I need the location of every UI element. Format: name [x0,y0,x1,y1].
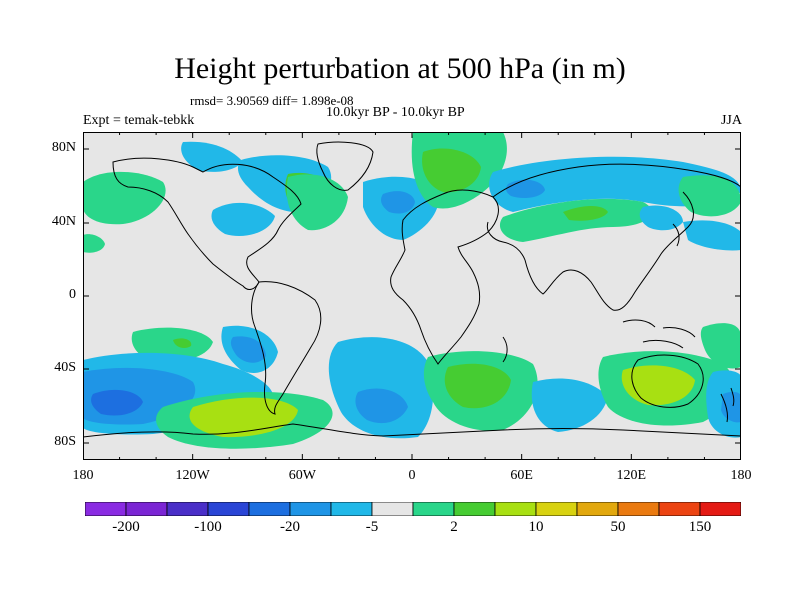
colorbar-box [371,502,414,516]
map-ticks [83,132,741,460]
anomaly-west-pacific-blue [683,220,741,251]
colorbar-label: -200 [112,519,140,535]
coastline-greenland [316,141,374,191]
colorbar-box [453,502,496,516]
coastline-madagascar [502,336,508,363]
anomaly-s-pacific-green-core [173,338,192,348]
lat-label: 80S [54,434,76,449]
colorbar-label: -100 [194,519,222,535]
colorbar-label: 2 [450,519,458,535]
lon-label: 60W [288,468,316,483]
lon-label: 0 [408,468,416,483]
coastline-japan [672,223,680,247]
lat-label: 40S [54,360,76,375]
coastline-europe-africa [390,189,499,365]
anomaly-ne-asia-green [678,175,741,217]
colorbar-label: -20 [280,519,300,535]
lon-label: 120E [616,468,647,483]
anomaly-n-atlantic-dark-blue [381,191,415,214]
coastline-south-america [251,281,322,415]
height-perturbation-map [83,132,741,460]
coastline-antarctica [83,423,741,438]
anomaly-atlantic-green [286,174,348,231]
lat-label: 80N [51,140,76,155]
colorbar-label: 50 [610,519,626,535]
colorbar-box [535,502,578,516]
anomaly-south-atlantic-blue [328,337,434,439]
colorbar-label: 150 [688,519,712,535]
lat-label: 0 [69,287,76,302]
anomaly-nz-green [700,323,741,369]
anomaly-central-asia-core [563,206,608,221]
anomaly-scandinavia-core [422,148,481,193]
anomaly-japan-blue [639,205,683,231]
colorbar-box [166,502,209,516]
anomaly-ne-pacific-green [83,171,166,225]
colorbar-box [248,502,291,516]
lat-label: 40N [51,214,76,229]
colorbar-box [412,502,455,516]
season-label: JJA [720,113,742,128]
colorbar-box [699,502,741,516]
anomaly-siberia-blue [489,156,741,212]
colorbar-box [494,502,537,516]
anomaly-south-atlantic-mid-blue [355,388,408,424]
colorbar-box [289,502,332,516]
stats-line: rmsd= 3.90569 diff= 1.898e-08 [190,93,354,108]
colorbar-box [207,502,250,516]
colorbar-label: 10 [528,519,544,535]
colorbar-box [85,502,127,516]
colorbar-box [658,502,701,516]
colorbar-box [576,502,619,516]
anomaly-us-blue [211,202,275,236]
coastlines [83,141,741,438]
lon-label: 60E [510,468,533,483]
coastline-asia [486,163,741,311]
coastline-indonesia [622,319,696,349]
coastline-australia [631,354,704,408]
anomaly-far-east-mid-blue [721,391,741,423]
period-line: 10.0kyr BP - 10.0kyr BP [326,105,465,120]
lon-label: 180 [72,468,94,483]
anomaly-s-pacific-dark-blue [91,389,143,416]
colorbar-box [617,502,660,516]
experiment-label: Expt = temak-tebkk [83,113,195,128]
coastline-north-america [112,157,302,290]
anomaly-australia-core [621,365,695,406]
colorbar-box [125,502,168,516]
lon-label: 180 [730,468,752,483]
colorbar [85,502,741,516]
anomaly-southern-ocean-blue [531,378,608,432]
map-title: Height perturbation at 500 hPa (in m) [174,52,626,85]
anomaly-chile-mid-blue [230,336,266,363]
colorbar-label: -5 [365,519,379,535]
anomaly-siberia-dark-blue [506,179,545,198]
anomaly-south-indian-core [444,363,511,409]
colorbar-box [330,502,373,516]
lon-label: 120W [175,468,210,483]
coastline-new-zealand [720,387,735,423]
anomaly-far-west-green [83,234,105,253]
